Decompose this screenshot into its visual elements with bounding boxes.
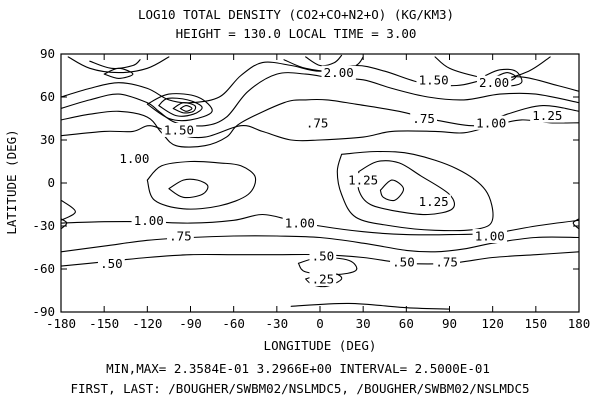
contour-label: .75 (306, 115, 329, 130)
contour-label: 1.25 (348, 173, 378, 188)
y-tick-label: -90 (32, 304, 55, 319)
plot-area: .50 .75 1.00 .25 .50 .50 .75 1.00 1.00 1.25 1.25 1.… (32, 46, 590, 331)
contour-label: 1.00 (285, 216, 315, 231)
contour-line (67, 56, 170, 74)
contour-label-bg (309, 272, 337, 287)
contour-line (61, 235, 579, 253)
contour-label-bg (472, 229, 507, 244)
contour-line (89, 59, 141, 70)
contour-label-bg (321, 65, 356, 80)
contour-label-bg (161, 122, 197, 137)
contour-line (61, 72, 579, 127)
contour-label: 1.25 (532, 108, 562, 123)
contour-line (357, 160, 456, 216)
contour-label: 2.00 (479, 75, 509, 90)
contour-label-bg (303, 115, 331, 130)
x-tick-label: 120 (481, 316, 504, 331)
minmax-text: MIN,MAX= 2.3584E-01 3.2966E+00 INTERVAL=… (106, 361, 490, 376)
x-tick-label: 180 (568, 316, 591, 331)
contour-label: .50 (312, 249, 335, 264)
x-tick-label: 30 (356, 316, 371, 331)
contour-label: .50 (100, 256, 123, 271)
contour-label-bg (433, 254, 461, 269)
contour-line (172, 102, 197, 114)
contour-label-bg (345, 173, 381, 188)
contour-label-bg (167, 229, 194, 244)
contour-line (379, 179, 405, 202)
contour-line (103, 67, 134, 79)
contour-line (290, 302, 451, 310)
contour-line (572, 218, 579, 230)
x-tick-label: -90 (179, 316, 202, 331)
x-tick-label: -120 (132, 316, 162, 331)
contour-label-bg (97, 256, 125, 271)
x-tick-label: -60 (222, 316, 245, 331)
chart-subtitle: HEIGHT = 130.0 LOCAL TIME = 3.00 (176, 26, 417, 41)
x-tick-label: 150 (525, 316, 548, 331)
contour-line (336, 150, 494, 232)
y-tick-label: 60 (40, 89, 55, 104)
contour-line (146, 160, 257, 210)
x-tick-label: 90 (442, 316, 457, 331)
contour-label: .50 (392, 254, 415, 269)
contour-label-bg (530, 108, 565, 123)
contour-label-bg (474, 115, 509, 130)
contour-label-bg (416, 72, 451, 87)
y-tick-label: 90 (40, 46, 55, 61)
x-tick-label: -30 (266, 316, 289, 331)
contour-label: .75 (435, 254, 458, 269)
x-tick-label: 0 (316, 316, 324, 331)
contour-label: 1.50 (419, 72, 449, 87)
contour-label-bg (416, 194, 451, 209)
contour-label: 1.00 (119, 151, 149, 166)
contour-label: .75 (169, 229, 192, 244)
chart-title: LOG10 TOTAL DENSITY (CO2+CO+N2+O) (KG/KM… (138, 7, 454, 22)
contour-label-bg (282, 216, 318, 231)
x-tick-label: 60 (399, 316, 414, 331)
contour-label-bg (117, 151, 152, 166)
contour-label: .75 (412, 111, 435, 126)
first-last-text: FIRST, LAST: /BOUGHER/SWBM02/NSLMDC5, /B… (70, 381, 529, 396)
contour-line (158, 97, 203, 117)
contour-line (305, 54, 343, 67)
contour-label: 1.50 (164, 122, 194, 137)
contour-label: 1.00 (475, 229, 505, 244)
contour-label-bg (476, 75, 512, 90)
contour-line (61, 199, 76, 221)
contour-label: .25 (312, 272, 335, 287)
y-tick-label: 30 (40, 132, 55, 147)
contour-label-bg (131, 213, 166, 228)
y-tick-label: -60 (32, 261, 55, 276)
contour-label: 2.00 (324, 65, 354, 80)
contour-label-bg (309, 249, 337, 264)
y-tick-label: -30 (32, 218, 55, 233)
contour-line (146, 93, 213, 122)
contour-label: 1.00 (134, 213, 164, 228)
contour-label: 1.00 (476, 115, 506, 130)
contour-line (168, 178, 209, 199)
contour-label-bg (410, 111, 437, 126)
y-axis-label: LATITUDE (DEG) (4, 129, 19, 234)
contour-label-bg (390, 254, 417, 269)
contour-line (179, 105, 193, 112)
x-tick-label: -150 (89, 316, 119, 331)
contour-label: 1.25 (419, 194, 449, 209)
y-tick-label: 0 (47, 175, 55, 190)
x-axis-label: LONGITUDE (DEG) (264, 338, 377, 353)
x-tick-label: -180 (46, 316, 76, 331)
